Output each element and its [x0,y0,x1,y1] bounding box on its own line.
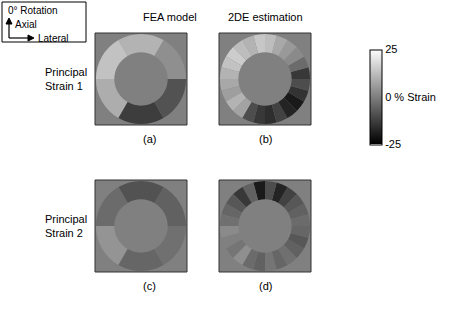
svg-text:PrincipalStrain 1: PrincipalStrain 1 [45,66,87,92]
svg-text:(c): (c) [143,280,156,292]
svg-text:2DE estimation: 2DE estimation [228,11,303,23]
svg-text:-25: -25 [385,138,401,150]
svg-text:(b): (b) [259,133,272,145]
svg-text:(d): (d) [259,280,272,292]
svg-text:(a): (a) [143,133,156,145]
svg-text:FEA model: FEA model [143,11,197,23]
svg-text:PrincipalStrain 2: PrincipalStrain 2 [45,213,87,239]
svg-text:0 % Strain: 0 % Strain [385,91,436,103]
svg-text:Lateral: Lateral [38,33,69,44]
svg-text:Axial: Axial [15,19,37,30]
svg-text:25: 25 [385,43,397,55]
svg-text:0° Rotation: 0° Rotation [8,5,58,16]
